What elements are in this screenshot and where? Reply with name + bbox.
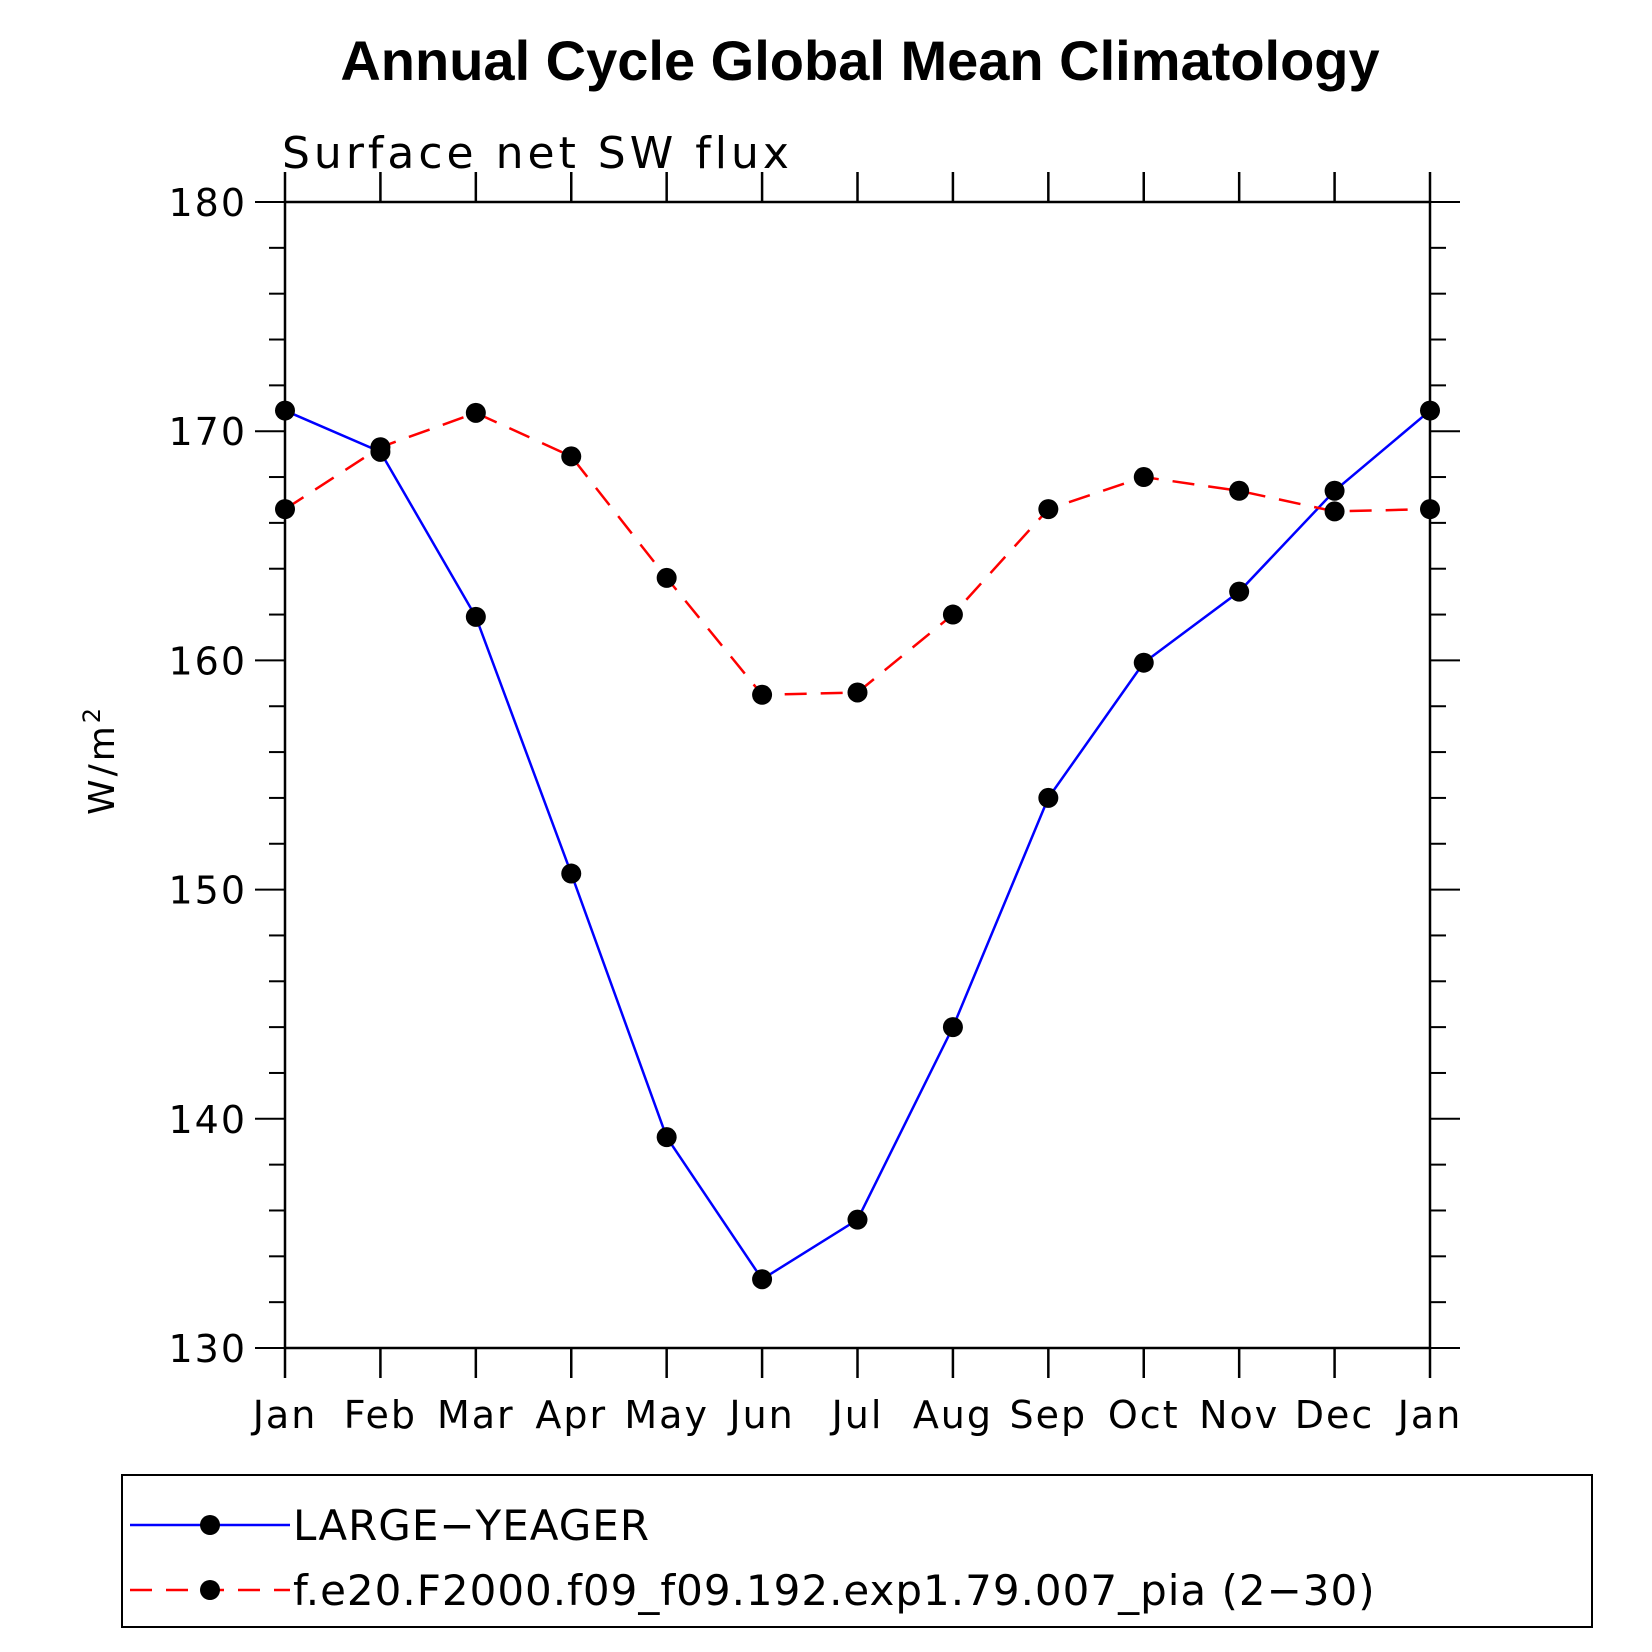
y-axis: 130 140 150 160 170 180 xyxy=(168,181,1460,1371)
legend: LARGE−YEAGER f.e20.F2000.f09_f09.192.exp1… xyxy=(121,1474,1593,1628)
data-point xyxy=(847,1209,868,1230)
data-point xyxy=(847,682,868,703)
legend-box xyxy=(121,1474,1593,1628)
data-point xyxy=(1133,652,1154,673)
data-point xyxy=(1229,581,1250,602)
y-tick-label: 160 xyxy=(168,639,247,683)
x-tick-label: Jun xyxy=(727,1393,794,1437)
data-point xyxy=(370,437,391,458)
x-tick-label: Apr xyxy=(535,1393,607,1437)
plot-frame xyxy=(283,200,1432,1350)
x-tick-label: Nov xyxy=(1199,1393,1279,1437)
data-point xyxy=(1324,480,1345,501)
legend-item-2: f.e20.F2000.f09_f09.192.exp1.79.007_pia … xyxy=(130,1566,1376,1615)
legend-marker xyxy=(200,1515,220,1535)
y-tick-label: 180 xyxy=(168,181,247,225)
data-point xyxy=(656,1127,677,1148)
data-point xyxy=(752,1269,773,1290)
data-point xyxy=(942,1017,963,1038)
data-point xyxy=(942,604,963,625)
series-line xyxy=(284,409,1431,1281)
data-point xyxy=(752,684,773,705)
data-point xyxy=(1324,501,1345,522)
data-point xyxy=(1133,467,1154,488)
data-point xyxy=(275,400,295,421)
x-axis: Jan Feb Mar Apr May Jun Jul Aug Sep Oct Nov Dec Jan xyxy=(251,172,1463,1437)
y-tick-label: 130 xyxy=(168,1327,247,1371)
x-tick-label: Mar xyxy=(437,1393,515,1437)
legend-marker xyxy=(200,1580,220,1600)
data-point xyxy=(275,499,295,520)
y-tick-label: 170 xyxy=(168,410,247,454)
data-point xyxy=(1420,400,1440,421)
x-tick-label: Feb xyxy=(344,1393,417,1437)
y-tick-label: 140 xyxy=(168,1098,247,1142)
x-tick-label: Jul xyxy=(830,1393,884,1437)
data-point xyxy=(1038,499,1059,520)
chart-subtitle: Surface net SW flux xyxy=(282,128,793,179)
data-point xyxy=(465,402,486,423)
y-axis-label-base: W/m xyxy=(82,723,123,815)
series-layer xyxy=(275,400,1440,1290)
y-tick-label: 150 xyxy=(168,869,247,913)
x-tick-label: Jan xyxy=(251,1393,318,1437)
x-tick-label: Aug xyxy=(913,1393,993,1437)
series-1 xyxy=(275,400,1440,1290)
data-point xyxy=(465,606,486,627)
x-tick-label: Oct xyxy=(1108,1393,1180,1437)
legend-label: f.e20.F2000.f09_f09.192.exp1.79.007_pia … xyxy=(293,1566,1376,1615)
data-point xyxy=(1420,499,1440,520)
x-tick-label: Dec xyxy=(1295,1393,1375,1437)
data-point xyxy=(1229,480,1250,501)
chart-title: Annual Cycle Global Mean Climatology xyxy=(340,29,1379,92)
x-tick-label: Jan xyxy=(1396,1393,1463,1437)
x-tick-label: Sep xyxy=(1010,1393,1088,1437)
legend-entries: LARGE−YEAGER f.e20.F2000.f09_f09.192.exp1… xyxy=(130,1501,1376,1615)
series-line xyxy=(284,411,1431,697)
legend-item-1: LARGE−YEAGER xyxy=(130,1501,650,1550)
y-axis-label: W/m2 xyxy=(78,705,123,815)
legend-label: LARGE−YEAGER xyxy=(293,1501,650,1550)
series-2 xyxy=(275,402,1440,705)
data-point xyxy=(1038,787,1059,808)
data-point xyxy=(656,567,677,588)
plot-border xyxy=(283,200,1432,1350)
data-point xyxy=(561,446,582,467)
x-tick-label: May xyxy=(624,1393,709,1437)
y-axis-label-superscript: 2 xyxy=(78,705,106,723)
data-point xyxy=(561,863,582,884)
